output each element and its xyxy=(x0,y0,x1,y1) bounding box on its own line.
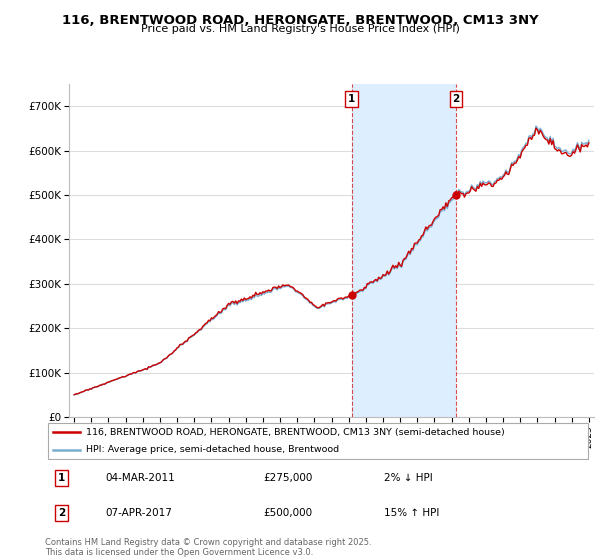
Text: 2: 2 xyxy=(452,94,460,104)
Text: 1: 1 xyxy=(58,473,65,483)
Text: 2% ↓ HPI: 2% ↓ HPI xyxy=(383,473,432,483)
Text: 116, BRENTWOOD ROAD, HERONGATE, BRENTWOOD, CM13 3NY (semi-detached house): 116, BRENTWOOD ROAD, HERONGATE, BRENTWOO… xyxy=(86,428,505,437)
Text: £500,000: £500,000 xyxy=(263,508,313,517)
Text: 04-MAR-2011: 04-MAR-2011 xyxy=(105,473,175,483)
Text: 2: 2 xyxy=(58,508,65,517)
Text: HPI: Average price, semi-detached house, Brentwood: HPI: Average price, semi-detached house,… xyxy=(86,445,339,454)
Bar xyxy=(352,84,456,417)
Text: Price paid vs. HM Land Registry's House Price Index (HPI): Price paid vs. HM Land Registry's House … xyxy=(140,24,460,34)
Text: 15% ↑ HPI: 15% ↑ HPI xyxy=(383,508,439,517)
Text: £275,000: £275,000 xyxy=(263,473,313,483)
Text: 1: 1 xyxy=(348,94,355,104)
Text: 07-APR-2017: 07-APR-2017 xyxy=(105,508,172,517)
Text: 116, BRENTWOOD ROAD, HERONGATE, BRENTWOOD, CM13 3NY: 116, BRENTWOOD ROAD, HERONGATE, BRENTWOO… xyxy=(62,14,538,27)
FancyBboxPatch shape xyxy=(48,423,588,459)
Text: Contains HM Land Registry data © Crown copyright and database right 2025.
This d: Contains HM Land Registry data © Crown c… xyxy=(45,538,371,557)
